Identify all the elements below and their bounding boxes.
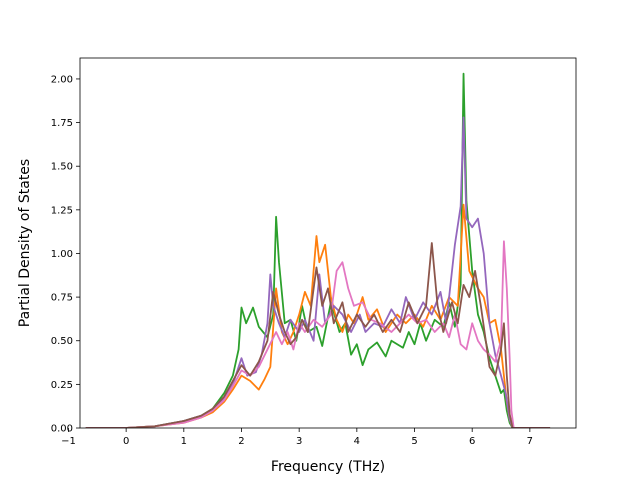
x-tick-label: 7 xyxy=(527,436,533,447)
y-tick-label: 0.25 xyxy=(51,380,73,391)
y-tick-label: 1.00 xyxy=(51,249,73,260)
y-axis: 0.00 0.25 0.50 0.75 1.00 1.25 1.50 1.75 2.00 xyxy=(51,74,80,435)
y-tick-label: 0.00 xyxy=(51,424,73,435)
y-tick-label: 1.25 xyxy=(51,205,73,216)
x-tick-label: −1 xyxy=(61,436,76,447)
series-line-5 xyxy=(85,242,551,428)
x-axis: −1 0 1 2 3 4 5 6 7 xyxy=(61,428,533,447)
x-axis-title: Frequency (THz) xyxy=(271,459,385,475)
series-line-2 xyxy=(85,203,551,428)
series-line-1 xyxy=(85,72,551,428)
x-tick-label: 5 xyxy=(411,436,417,447)
x-tick-label: 1 xyxy=(181,436,187,447)
x-tick-label: 0 xyxy=(123,436,129,447)
x-tick-label: 6 xyxy=(469,436,475,447)
y-tick-label: 1.50 xyxy=(51,162,73,173)
y-axis-title: Partial Density of States xyxy=(17,159,33,327)
series-layer xyxy=(85,72,551,428)
y-tick-label: 2.00 xyxy=(51,74,73,85)
x-tick-label: 2 xyxy=(238,436,244,447)
y-tick-label: 0.75 xyxy=(51,293,73,304)
y-tick-label: 1.75 xyxy=(51,118,73,129)
x-tick-label: 3 xyxy=(296,436,302,447)
plot-frame xyxy=(79,57,577,429)
y-tick-label: 0.50 xyxy=(51,336,73,347)
x-tick-label: 4 xyxy=(354,436,360,447)
